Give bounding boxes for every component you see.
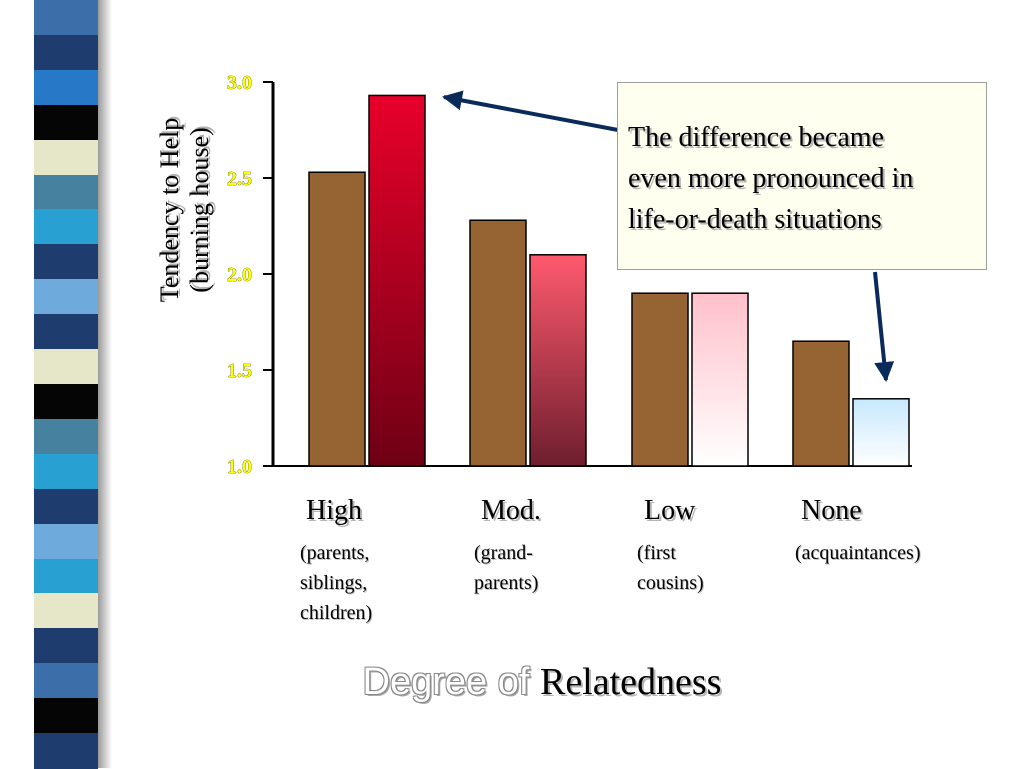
sublabel-line: (parents, bbox=[300, 542, 370, 564]
category-label-high: High bbox=[306, 495, 362, 526]
bar-series2 bbox=[852, 398, 910, 467]
annotation-line: life-or-death situations bbox=[628, 204, 882, 235]
sublabel-line: parents) bbox=[474, 572, 539, 594]
stripe-block bbox=[34, 209, 98, 246]
x-axis-title-main: Relatedness bbox=[539, 661, 722, 703]
stripe-block bbox=[34, 0, 98, 36]
stripe-block bbox=[34, 733, 98, 769]
stripe-block bbox=[34, 488, 98, 525]
bar-series2 bbox=[529, 254, 587, 467]
annotation-callout: The difference became even more pronounc… bbox=[617, 82, 987, 270]
y-tick-label: 2.5 bbox=[227, 168, 252, 190]
bar-series1 bbox=[469, 219, 527, 467]
bars bbox=[308, 94, 910, 467]
annotation-line: even more pronounced in bbox=[628, 163, 914, 194]
sublabel-line: children) bbox=[300, 602, 373, 624]
sublabel-line: (first bbox=[637, 542, 676, 564]
decorative-stripe bbox=[34, 0, 98, 769]
annotation-arrows bbox=[442, 90, 895, 382]
x-axis-title-prefix: Degree of bbox=[362, 661, 540, 703]
stripe-block bbox=[34, 174, 98, 211]
stripe-block bbox=[34, 314, 98, 351]
stripe-block bbox=[34, 418, 98, 455]
bar-series1 bbox=[631, 292, 689, 467]
category-label-none: None bbox=[801, 495, 862, 526]
category-sublabel-none: (acquaintances) bbox=[795, 538, 920, 568]
sublabel-line: cousins) bbox=[637, 572, 704, 594]
bar-series2 bbox=[691, 292, 749, 467]
arrow-to-none-bar bbox=[873, 271, 895, 382]
category-sublabel-low: (first cousins) bbox=[637, 538, 704, 598]
stripe-block bbox=[34, 628, 98, 665]
category-label-mod: Mod. bbox=[481, 495, 541, 526]
bar-series1 bbox=[308, 171, 366, 467]
y-tick-label: 2.0 bbox=[227, 264, 252, 286]
y-axis-title-line-2: (burning house) bbox=[185, 127, 214, 293]
y-tick-label: 1.0 bbox=[227, 456, 252, 478]
stripe-shadow bbox=[98, 0, 112, 768]
stripe-block bbox=[34, 104, 98, 141]
y-axis-title-line-1: Tendency to Help bbox=[155, 117, 184, 303]
y-tick-label: 3.0 bbox=[227, 72, 252, 94]
stripe-block bbox=[34, 139, 98, 176]
arrow-to-high-bar bbox=[442, 90, 619, 132]
x-axis-title: Degree of Relatedness bbox=[0, 660, 1024, 704]
category-label-low: Low bbox=[644, 495, 696, 526]
stripe-block bbox=[34, 593, 98, 630]
stripe-block bbox=[34, 244, 98, 281]
annotation-text: The difference became even more pronounc… bbox=[628, 117, 988, 240]
stripe-block bbox=[34, 34, 98, 71]
annotation-line: The difference became bbox=[628, 122, 884, 153]
stripe-block bbox=[34, 698, 98, 735]
sublabel-line: (grand- bbox=[474, 542, 533, 564]
stripe-block bbox=[34, 663, 98, 700]
y-tick-label: 1.5 bbox=[227, 360, 252, 382]
stripe-block bbox=[34, 349, 98, 385]
stripe-block bbox=[34, 453, 98, 490]
stripe-block bbox=[34, 279, 98, 316]
stripe-block bbox=[34, 558, 98, 595]
stripe-block bbox=[34, 384, 98, 420]
category-sublabel-high: (parents, siblings, children) bbox=[300, 538, 372, 628]
y-axis-title: Tendency to Help (burning house) bbox=[155, 70, 215, 350]
sublabel-line: (acquaintances) bbox=[795, 542, 921, 564]
stripe-block bbox=[34, 69, 98, 106]
sublabel-line: siblings, bbox=[300, 572, 368, 594]
bar-series1 bbox=[792, 340, 850, 467]
bar-series2 bbox=[368, 94, 426, 467]
stripe-block bbox=[34, 523, 98, 560]
category-sublabel-mod: (grand- parents) bbox=[474, 538, 538, 598]
